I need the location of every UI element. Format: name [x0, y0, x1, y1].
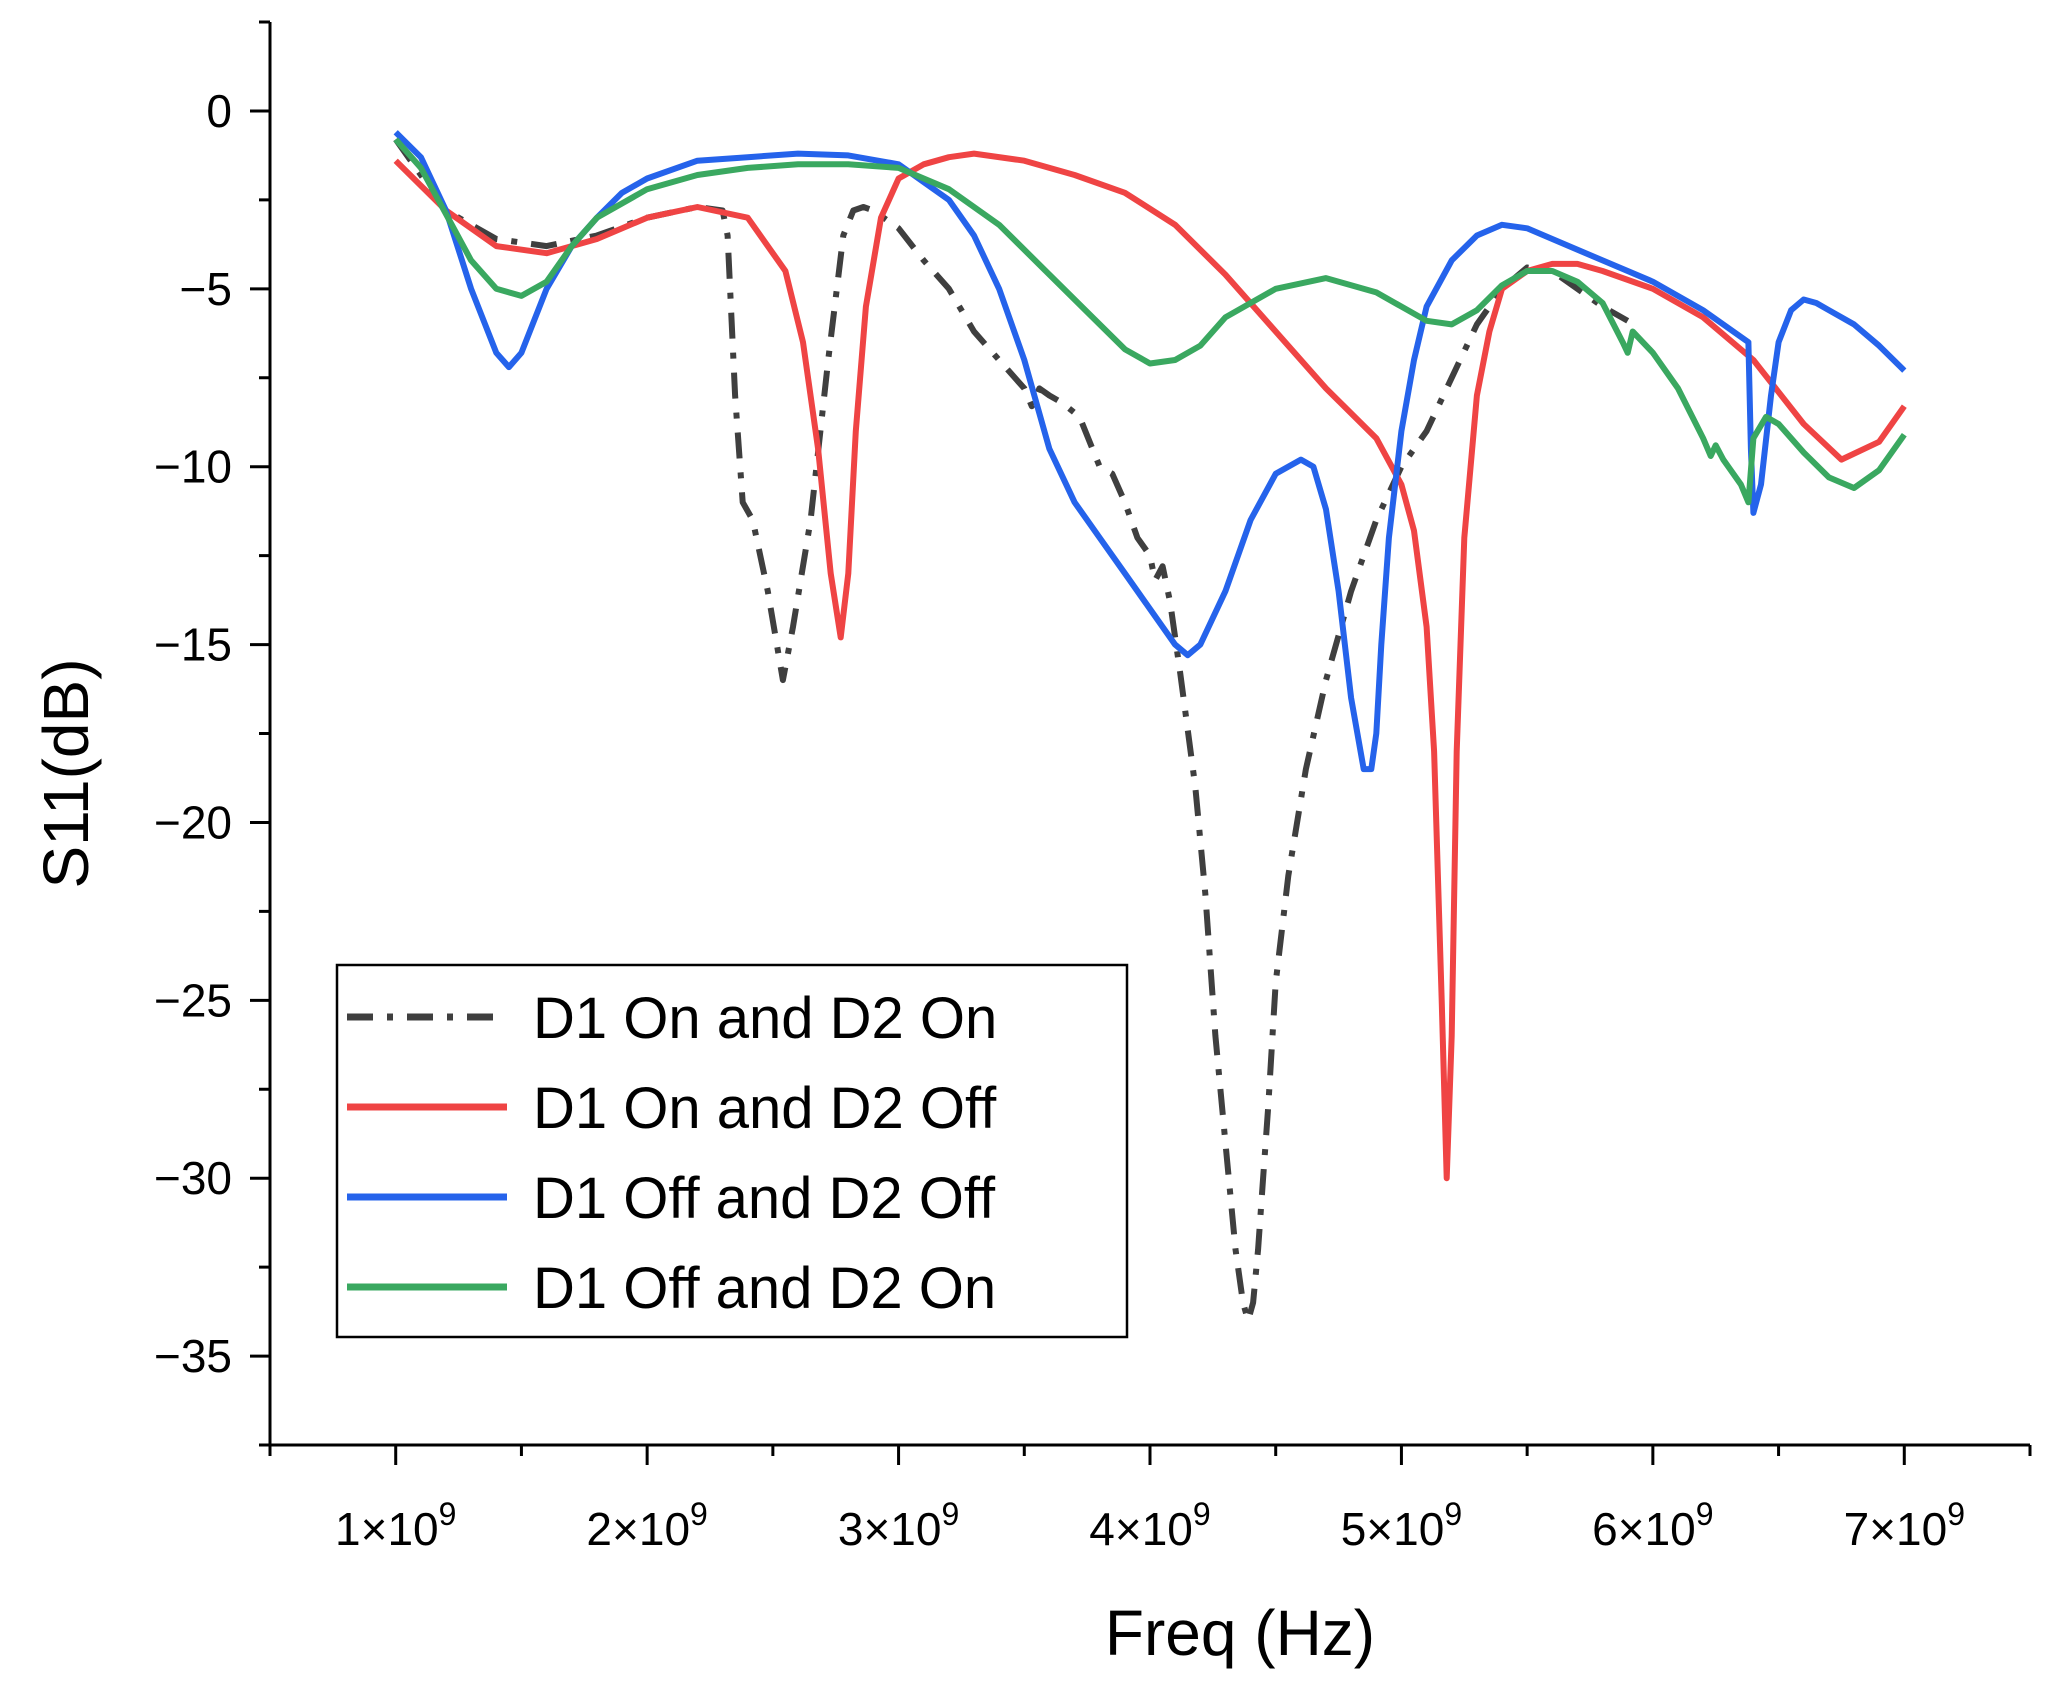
x-tick-exponent: 9: [439, 1496, 457, 1532]
legend-box: [335, 963, 1129, 1339]
series-layer: [393, 130, 1907, 1324]
y-ticks: 0 −5 −10 −15 −20 −25 −30 −35: [154, 20, 270, 1447]
y-tick-label: −30: [154, 1152, 232, 1204]
x-tick-label: 5×109: [1341, 1496, 1462, 1555]
y-axis-title: S11(dB): [30, 658, 102, 888]
x-tick-mantissa: 3×10: [838, 1503, 942, 1555]
x-axis-title: Freq (Hz): [1105, 1597, 1375, 1669]
x-tick-exponent: 9: [1696, 1496, 1714, 1532]
y-tick-label: 0: [206, 85, 232, 137]
x-tick-label: 4×109: [1089, 1496, 1210, 1555]
x-tick-mantissa: 4×10: [1089, 1503, 1193, 1555]
x-tick-label: 2×109: [586, 1496, 707, 1555]
x-tick-mantissa: 7×10: [1844, 1503, 1948, 1555]
legend-label: D1 On and D2 Off: [533, 1076, 997, 1141]
legend: D1 On and D2 On D1 On and D2 Off D1 Off an…: [335, 963, 1129, 1339]
x-tick-label: 7×109: [1844, 1496, 1965, 1555]
x-tick-exponent: 9: [1444, 1496, 1462, 1532]
y-tick-label: −5: [180, 263, 232, 315]
y-tick-label: −10: [154, 441, 232, 493]
x-tick-label: 1×109: [335, 1496, 456, 1555]
x-ticks: 1×109 2×109 3×109 4×109 5×109 6×109 7×109: [268, 1445, 2032, 1555]
x-tick-mantissa: 6×10: [1592, 1503, 1696, 1555]
y-tick-label: −20: [154, 796, 232, 848]
y-tick-label: −35: [154, 1330, 232, 1382]
series-line-1: [393, 137, 1630, 1324]
x-tick-exponent: 9: [941, 1496, 959, 1532]
x-tick-mantissa: 1×10: [335, 1503, 439, 1555]
x-tick-label: 6×109: [1592, 1496, 1713, 1555]
legend-label: D1 Off and D2 Off: [533, 1166, 996, 1231]
x-tick-mantissa: 2×10: [586, 1503, 690, 1555]
legend-label: D1 Off and D2 On: [533, 1256, 996, 1321]
x-tick-mantissa: 5×10: [1341, 1503, 1445, 1555]
x-tick-exponent: 9: [1947, 1496, 1965, 1532]
x-tick-label: 3×109: [838, 1496, 959, 1555]
y-tick-label: −25: [154, 974, 232, 1026]
series-line-4: [393, 137, 1907, 506]
legend-label: D1 On and D2 On: [533, 986, 997, 1051]
x-tick-exponent: 9: [1193, 1496, 1211, 1532]
x-tick-exponent: 9: [690, 1496, 708, 1532]
y-tick-label: −15: [154, 619, 232, 671]
